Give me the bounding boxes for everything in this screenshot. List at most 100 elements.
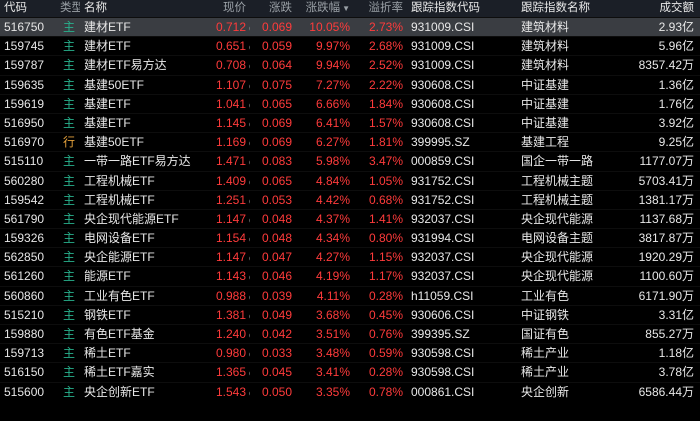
row-volume: 6586.44万 xyxy=(638,384,694,399)
row-index-name: 央企创新 xyxy=(521,384,570,399)
row-index-code: 930598.CSI xyxy=(411,365,475,380)
row-type-badge: 行 xyxy=(62,135,75,150)
row-price: 0.712c xyxy=(214,18,250,36)
row-pct: 10.05% xyxy=(309,20,350,34)
row-pct: 3.35% xyxy=(315,384,350,399)
row-change: 0.046 xyxy=(261,269,292,284)
row-change: 0.048 xyxy=(261,211,292,226)
column-header-type[interactable]: 类型 xyxy=(60,2,80,14)
row-index-code: 932037.CSI xyxy=(411,269,475,284)
row-premium: 0.78% xyxy=(368,384,403,399)
row-price-value: 1.381 xyxy=(216,307,247,322)
row-index-name: 稀土产业 xyxy=(521,365,570,380)
row-change: 0.049 xyxy=(261,307,292,322)
row-price-suffix: c xyxy=(249,119,250,129)
row-index-code: 931752.CSI xyxy=(411,192,475,207)
row-type-badge: 主 xyxy=(62,288,75,303)
row-price: 1.147c xyxy=(214,210,250,228)
row-price-suffix: c xyxy=(249,23,250,33)
row-index-code: 932037.CSI xyxy=(411,211,475,226)
row-index-name: 央企现代能源 xyxy=(521,211,594,226)
column-header-price[interactable]: 现价 xyxy=(223,2,246,14)
row-code: 560860 xyxy=(4,288,45,303)
column-header-pct[interactable]: 涨跌幅 ▼ xyxy=(296,0,354,17)
column-header-volume[interactable]: 成交额 xyxy=(659,2,695,14)
row-price-value: 1.147 xyxy=(216,250,247,265)
row-volume: 6171.90万 xyxy=(638,288,694,303)
row-pct: 3.41% xyxy=(315,365,350,380)
row-price-suffix: c xyxy=(249,272,250,282)
row-code: 159542 xyxy=(4,192,45,207)
row-price-suffix: c xyxy=(249,330,250,340)
row-premium: 0.28% xyxy=(368,288,403,303)
row-pct: 4.19% xyxy=(315,269,350,284)
row-price: 1.381c xyxy=(214,306,250,324)
row-index-code: 931009.CSI xyxy=(411,39,475,54)
row-price-value: 0.980 xyxy=(216,346,247,361)
row-code: 516950 xyxy=(4,115,45,130)
row-volume: 1.36亿 xyxy=(658,77,694,92)
row-pct: 4.11% xyxy=(316,288,350,303)
row-price-suffix: c xyxy=(249,388,250,398)
row-index-code: 930608.CSI xyxy=(411,77,475,92)
row-pct: 9.94% xyxy=(315,58,350,73)
row-price: 1.147c xyxy=(214,248,250,266)
column-header-change[interactable]: 涨跌 xyxy=(269,2,292,14)
row-index-name: 中证钢铁 xyxy=(521,307,570,322)
row-type-badge: 主 xyxy=(62,39,75,54)
row-premium: 1.81% xyxy=(368,135,403,150)
row-price-value: 1.240 xyxy=(216,327,247,341)
row-price-suffix: c xyxy=(249,368,250,378)
column-header-index-code[interactable]: 跟踪指数代码 xyxy=(411,2,480,14)
row-price-value: 1.143 xyxy=(216,269,247,284)
row-price-value: 0.988 xyxy=(216,288,247,303)
row-change: 0.053 xyxy=(261,192,292,207)
column-header-name[interactable]: 名称 xyxy=(84,2,107,14)
row-pct: 4.34% xyxy=(315,231,350,246)
column-header-code[interactable]: 代码 xyxy=(4,2,27,14)
row-name: 一带一路ETF易方达 xyxy=(84,154,191,169)
row-change: 0.045 xyxy=(261,365,292,380)
column-header-pct-label: 涨跌幅 xyxy=(305,2,341,14)
row-volume: 1381.17万 xyxy=(638,192,694,207)
row-price-value: 1.409 xyxy=(216,173,247,188)
row-code: 561260 xyxy=(4,269,45,284)
row-price-value: 1.169 xyxy=(216,135,247,150)
row-price-suffix: c xyxy=(249,177,250,187)
row-price: 1.041c xyxy=(214,95,250,113)
column-header-premium[interactable]: 溢折率 xyxy=(368,2,404,14)
row-premium: 1.15% xyxy=(368,250,403,265)
row-volume: 3.92亿 xyxy=(658,115,694,130)
row-volume: 2.93亿 xyxy=(658,20,694,34)
row-type-badge: 主 xyxy=(62,20,75,34)
row-volume: 1.18亿 xyxy=(658,346,694,361)
row-index-code: 399395.SZ xyxy=(411,327,470,341)
row-pct: 9.97% xyxy=(315,39,350,54)
column-header-index-name[interactable]: 跟踪指数名称 xyxy=(521,2,590,14)
row-premium: 0.59% xyxy=(368,346,403,361)
row-type-badge: 主 xyxy=(62,211,75,226)
row-code: 515110 xyxy=(4,154,44,169)
row-price: 1.107c xyxy=(214,76,250,94)
row-name: 能源ETF xyxy=(84,269,131,284)
